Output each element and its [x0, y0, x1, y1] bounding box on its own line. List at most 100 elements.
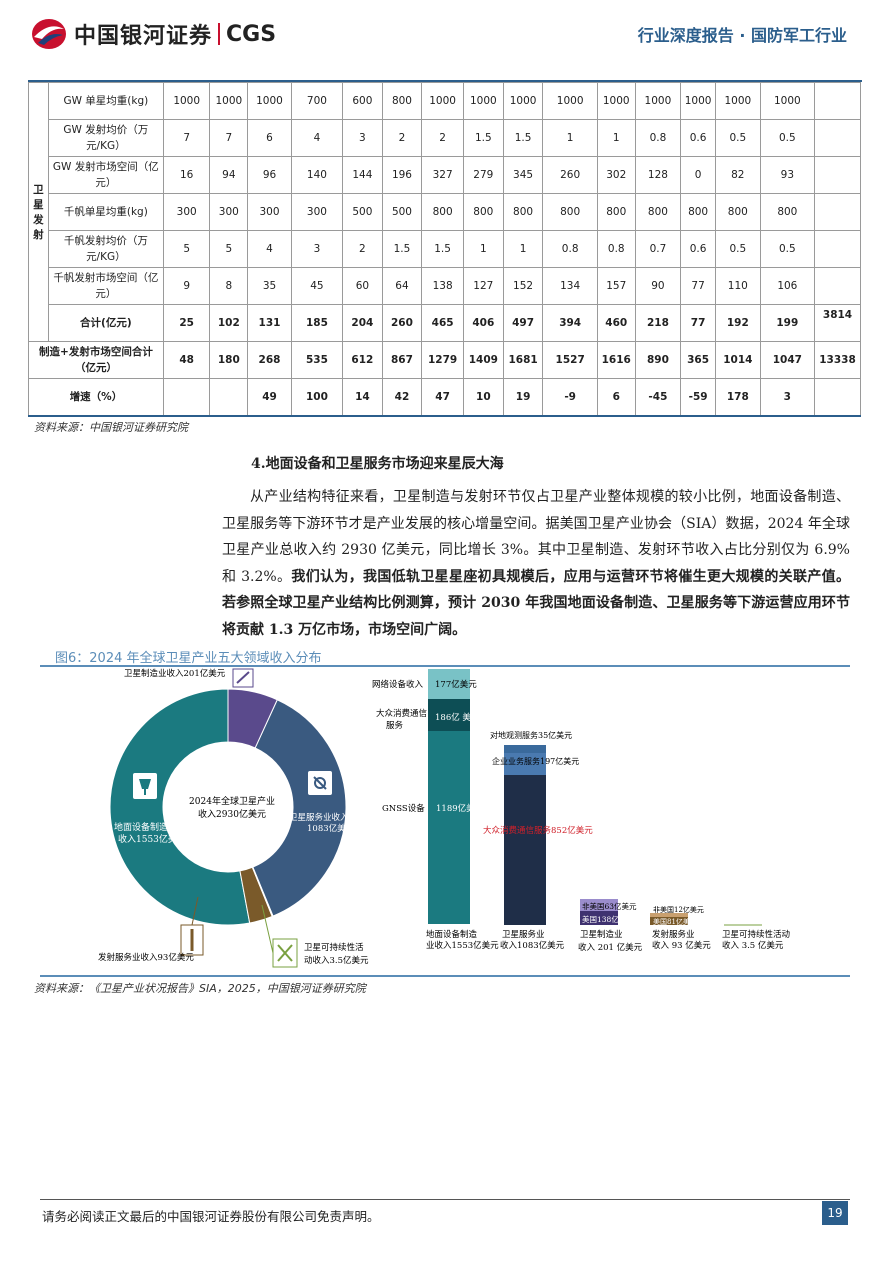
value-cell: 0.6 [680, 119, 716, 157]
value-cell: 93 [759, 156, 816, 194]
value-cell: 45 [290, 267, 344, 305]
value-cell: 1616 [596, 341, 636, 379]
total-cell [814, 267, 861, 305]
sustainability-icon [272, 938, 298, 968]
page-number: 19 [822, 1201, 848, 1225]
figure-title: 图6：2024 年全球卫星产业五大领域收入分布 [55, 651, 322, 666]
value-cell: 1000 [634, 82, 682, 120]
value-cell: 218 [634, 304, 682, 342]
logo-separator [218, 23, 221, 45]
donut-segment-sustain [251, 866, 274, 918]
satellite-icon [232, 668, 254, 688]
value-cell: 268 [247, 341, 292, 379]
value-cell: 77 [680, 267, 716, 305]
value-cell: 1 [462, 230, 504, 268]
rocket-icon [180, 924, 204, 956]
value-cell: 1000 [596, 82, 636, 120]
label-non-us-launch: 非美国12亿美元 [653, 905, 704, 914]
value-cell: 1000 [502, 82, 544, 120]
value-cell: 890 [634, 341, 682, 379]
value-cell: 49 [247, 378, 292, 417]
row-label: GW 单星均重(kg) [47, 82, 164, 120]
donut-center-label-2: 收入2930亿美元 [198, 808, 266, 820]
value-cell: 600 [342, 82, 383, 120]
value-cell: 7 [162, 119, 211, 157]
value-cell: 140 [290, 156, 344, 194]
bar-network-equipment [428, 669, 470, 699]
launch-market-table: 卫星 发射 GW 单星均重(kg) 1000 1000 1000 700 600 800 100… [28, 82, 861, 417]
table-row: 千帆单星均重(kg) 300 300 300 300 500 500 800 800 800 800… [29, 193, 861, 231]
value-cell: 127 [462, 267, 504, 305]
label-earth-obs: 对地观测服务35亿美元 [490, 730, 572, 740]
value-cell: 110 [715, 267, 761, 305]
value-cell: 6 [596, 378, 636, 417]
value-cell: 157 [596, 267, 636, 305]
cat-sustain-1: 卫星可持续性活动 [722, 929, 791, 940]
dish-icon [133, 773, 157, 799]
value-cell: 800 [502, 193, 544, 231]
label-us-launch: 美国81亿美元 [653, 917, 697, 926]
value-cell: 394 [542, 304, 598, 342]
total-cell [814, 156, 861, 194]
bar-mfg-non-us [580, 899, 618, 911]
value-cell: 800 [542, 193, 598, 231]
value-cell: 8 [209, 267, 249, 305]
value-cell: 0.5 [715, 230, 761, 268]
value-cell: 800 [759, 193, 816, 231]
value-cell: 7 [209, 119, 249, 157]
label-gnss-val: 1189亿美元 [436, 803, 484, 814]
value-cell: 96 [247, 156, 292, 194]
value-cell: 48 [162, 341, 211, 379]
value-cell: -59 [680, 378, 716, 417]
value-cell: 90 [634, 267, 682, 305]
label-sustain-2: 动收入3.5亿美元 [304, 955, 369, 966]
value-cell: 0 [680, 156, 716, 194]
total-cell [814, 230, 861, 268]
value-cell: 3 [759, 378, 816, 417]
value-cell: 300 [247, 193, 292, 231]
value-cell: 60 [342, 267, 383, 305]
value-cell: 497 [502, 304, 544, 342]
value-cell: 131 [247, 304, 292, 342]
value-cell: -9 [542, 378, 598, 417]
value-cell: 535 [290, 341, 344, 379]
value-cell: 300 [162, 193, 211, 231]
value-cell: 185 [290, 304, 344, 342]
sum-row: 制造+发射市场空间合计（亿元） 48 180 268 535 612 867 1279 1409… [28, 341, 861, 379]
footer-disclaimer: 请务必阅读正文最后的中国银河证券股份有限公司免责声明。 [42, 1209, 380, 1224]
value-cell: 1.5 [421, 230, 464, 268]
value-cell: 1279 [421, 341, 464, 379]
donut-center-label-1: 2024年全球卫星产业 [189, 795, 275, 807]
value-cell: 2 [421, 119, 464, 157]
value-cell: 9 [162, 267, 211, 305]
value-cell: 1047 [759, 341, 816, 379]
header-divider [28, 80, 862, 82]
value-cell: 1 [596, 119, 636, 157]
body-paragraph: 从产业结构特征来看，卫星制造与发射环节仅占卫星产业整体规模的较小比例，地面设备制… [222, 484, 850, 643]
value-cell: 500 [342, 193, 383, 231]
value-cell: 300 [209, 193, 249, 231]
value-cell: 0.8 [634, 119, 682, 157]
value-cell: 0.5 [715, 119, 761, 157]
value-cell: 800 [680, 193, 716, 231]
value-cell: 152 [502, 267, 544, 305]
logo-text: 中国银河证券 [74, 24, 213, 49]
satellite-signal-icon [308, 771, 332, 795]
value-cell: 94 [209, 156, 249, 194]
cat-ground-1: 地面设备制造 [426, 929, 478, 940]
total-cell: 3814 [814, 304, 861, 342]
value-cell: 465 [421, 304, 464, 342]
value-cell: 1527 [542, 341, 598, 379]
label-consumer-2: 服务 [386, 720, 404, 731]
value-cell: 0.5 [759, 230, 816, 268]
table-row: 卫星 发射 GW 单星均重(kg) 1000 1000 1000 700 600 800 100… [28, 82, 861, 342]
value-cell: 64 [381, 267, 423, 305]
section-heading: 4.地面设备和卫星服务市场迎来星辰大海 [251, 456, 504, 472]
cat-mfg-1: 卫星制造业 [580, 929, 623, 940]
value-cell: 106 [759, 267, 816, 305]
bar-earth-observation [504, 745, 546, 753]
label-consumer-1: 大众消费通信 [376, 708, 428, 719]
paragraph-bold-text: 我们认为，我国低轨卫星星座初具规模后，应用与运营环节将催生更大规模的关联产值。若… [222, 568, 850, 638]
value-cell: 180 [209, 341, 249, 379]
total-cell: 13338 [814, 341, 861, 379]
